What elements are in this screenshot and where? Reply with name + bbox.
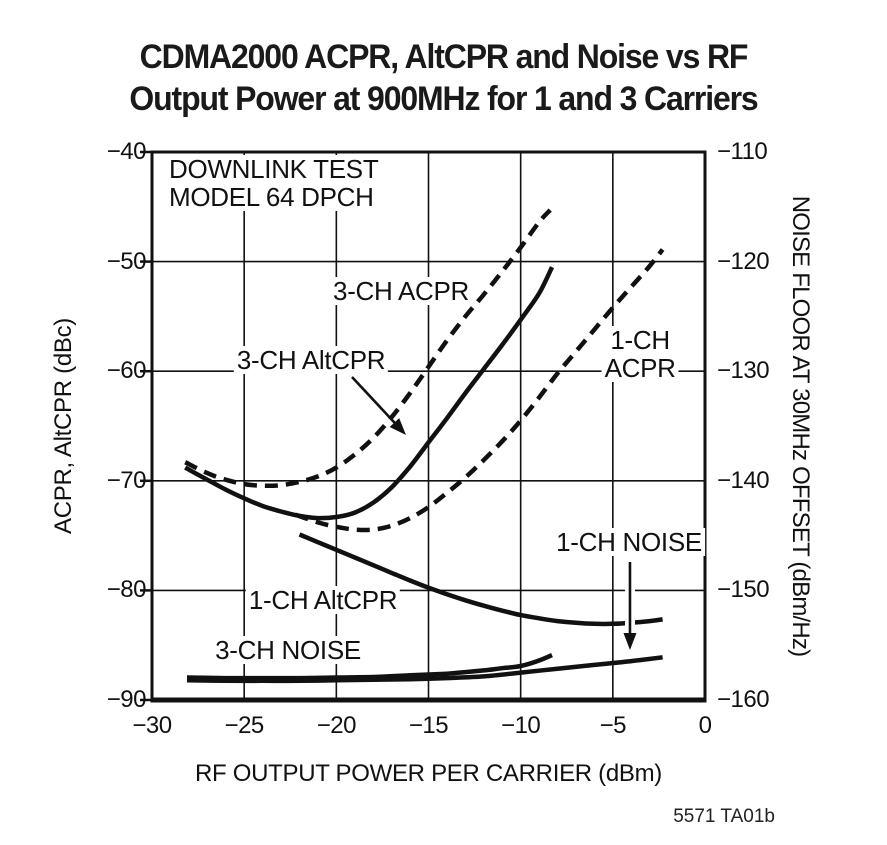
label-1ch-noise-text: 1-CH NOISE xyxy=(556,526,702,557)
x-tick-label--10: −10 xyxy=(501,712,541,739)
label-1ch-altcpr: 1-CH AltCPR xyxy=(245,585,401,616)
left-y-tick-label--50: −50 xyxy=(106,247,147,275)
note-downlink-test-model: DOWNLINK TEST MODEL 64 DPCH xyxy=(166,153,382,212)
x-tick-label--15: −15 xyxy=(408,712,449,739)
left-y-tick-label--70: −70 xyxy=(106,466,147,494)
right-y-tick-label--120: −120 xyxy=(717,247,770,275)
label-1ch-altcpr-text: 1-CH AltCPR xyxy=(248,585,398,616)
figure-reference-code: 5571 TA01b xyxy=(673,806,775,827)
label-3ch-noise-text: 3-CH NOISE xyxy=(215,635,361,666)
chart-title-line2: Output Power at 900MHz for 1 and 3 Carri… xyxy=(129,80,758,118)
right-y-tick-label--160: −160 xyxy=(717,686,770,713)
label-3ch-altcpr-text: 3-CH AltCPR xyxy=(236,345,386,376)
series-1-ch-acpr-curve xyxy=(295,248,665,533)
label-1ch-acpr: 1-CH ACPR xyxy=(601,324,679,383)
label-1ch-noise: 1-CH NOISE xyxy=(553,526,705,557)
left-y-tick-label--40: −40 xyxy=(106,138,147,165)
left-y-tick-label--80: −80 xyxy=(106,576,147,604)
right-y-tick-label--140: −140 xyxy=(717,466,770,494)
series-1-ch-altcpr-curve xyxy=(298,532,663,627)
left-y-tick-label--90: −90 xyxy=(106,686,147,713)
right-y-tick-label--130: −130 xyxy=(717,357,770,385)
series-3-ch-noise-curve xyxy=(186,653,553,681)
note-downlink-test-model-text: MODEL 64 DPCH xyxy=(169,181,374,212)
series-3-ch-acpr-curve xyxy=(184,208,552,489)
label-3ch-acpr-text: 3-CH ACPR xyxy=(333,275,470,306)
arrow-1ch-noise-head xyxy=(623,633,637,651)
series-1-ch-noise-curve xyxy=(186,655,663,684)
chart-title: CDMA2000 ACPR, AltCPR and Noise vs RF Ou… xyxy=(0,36,887,120)
label-1ch-acpr-text: ACPR xyxy=(604,352,676,383)
left-y-tick-label--60: −60 xyxy=(106,357,147,385)
chart-title-line1: CDMA2000 ACPR, AltCPR and Noise vs RF xyxy=(139,38,749,76)
x-tick-label--20: −20 xyxy=(316,712,357,739)
arrow-3ch-altcpr-line xyxy=(351,376,398,426)
right-y-tick-label--150: −150 xyxy=(717,576,770,604)
x-tick-label--30: −30 xyxy=(132,712,172,739)
label-1ch-acpr-text: 1-CH xyxy=(610,324,670,355)
x-tick-label-0: 0 xyxy=(698,712,712,739)
right-y-tick-label--110: −110 xyxy=(717,138,768,165)
x-tick-label--5: −5 xyxy=(599,712,627,739)
x-axis-title: RF OUTPUT POWER PER CARRIER (dBm) xyxy=(194,760,663,787)
x-tick-label--25: −25 xyxy=(224,712,265,739)
label-3ch-acpr: 3-CH ACPR xyxy=(330,275,473,306)
series-3-ch-altcpr-curve xyxy=(184,266,555,521)
arrow-3ch-altcpr-head xyxy=(389,418,407,435)
label-3ch-noise: 3-CH NOISE xyxy=(212,635,364,666)
note-downlink-test-model-text: DOWNLINK TEST xyxy=(169,153,379,184)
label-3ch-altcpr: 3-CH AltCPR xyxy=(233,345,389,376)
